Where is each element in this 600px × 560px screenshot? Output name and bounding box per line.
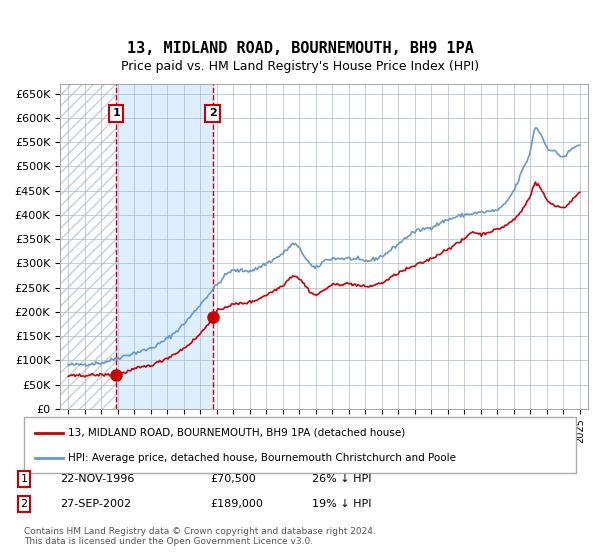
Text: 19% ↓ HPI: 19% ↓ HPI (312, 499, 371, 509)
Text: 22-NOV-1996: 22-NOV-1996 (60, 474, 134, 484)
Text: £70,500: £70,500 (210, 474, 256, 484)
Text: 13, MIDLAND ROAD, BOURNEMOUTH, BH9 1PA (detached house): 13, MIDLAND ROAD, BOURNEMOUTH, BH9 1PA (… (68, 428, 406, 438)
Text: 27-SEP-2002: 27-SEP-2002 (60, 499, 131, 509)
Text: Price paid vs. HM Land Registry's House Price Index (HPI): Price paid vs. HM Land Registry's House … (121, 60, 479, 73)
Text: Contains HM Land Registry data © Crown copyright and database right 2024.
This d: Contains HM Land Registry data © Crown c… (24, 526, 376, 546)
Bar (60, 84, 116, 409)
FancyBboxPatch shape (24, 417, 576, 473)
Text: HPI: Average price, detached house, Bournemouth Christchurch and Poole: HPI: Average price, detached house, Bour… (68, 452, 456, 463)
Text: 1: 1 (112, 108, 120, 118)
Bar (116, 84, 212, 409)
Text: 2: 2 (209, 108, 217, 118)
Text: 13, MIDLAND ROAD, BOURNEMOUTH, BH9 1PA: 13, MIDLAND ROAD, BOURNEMOUTH, BH9 1PA (127, 41, 473, 56)
Text: 2: 2 (20, 499, 28, 509)
Text: 26% ↓ HPI: 26% ↓ HPI (312, 474, 371, 484)
Text: £189,000: £189,000 (210, 499, 263, 509)
Text: 1: 1 (20, 474, 28, 484)
